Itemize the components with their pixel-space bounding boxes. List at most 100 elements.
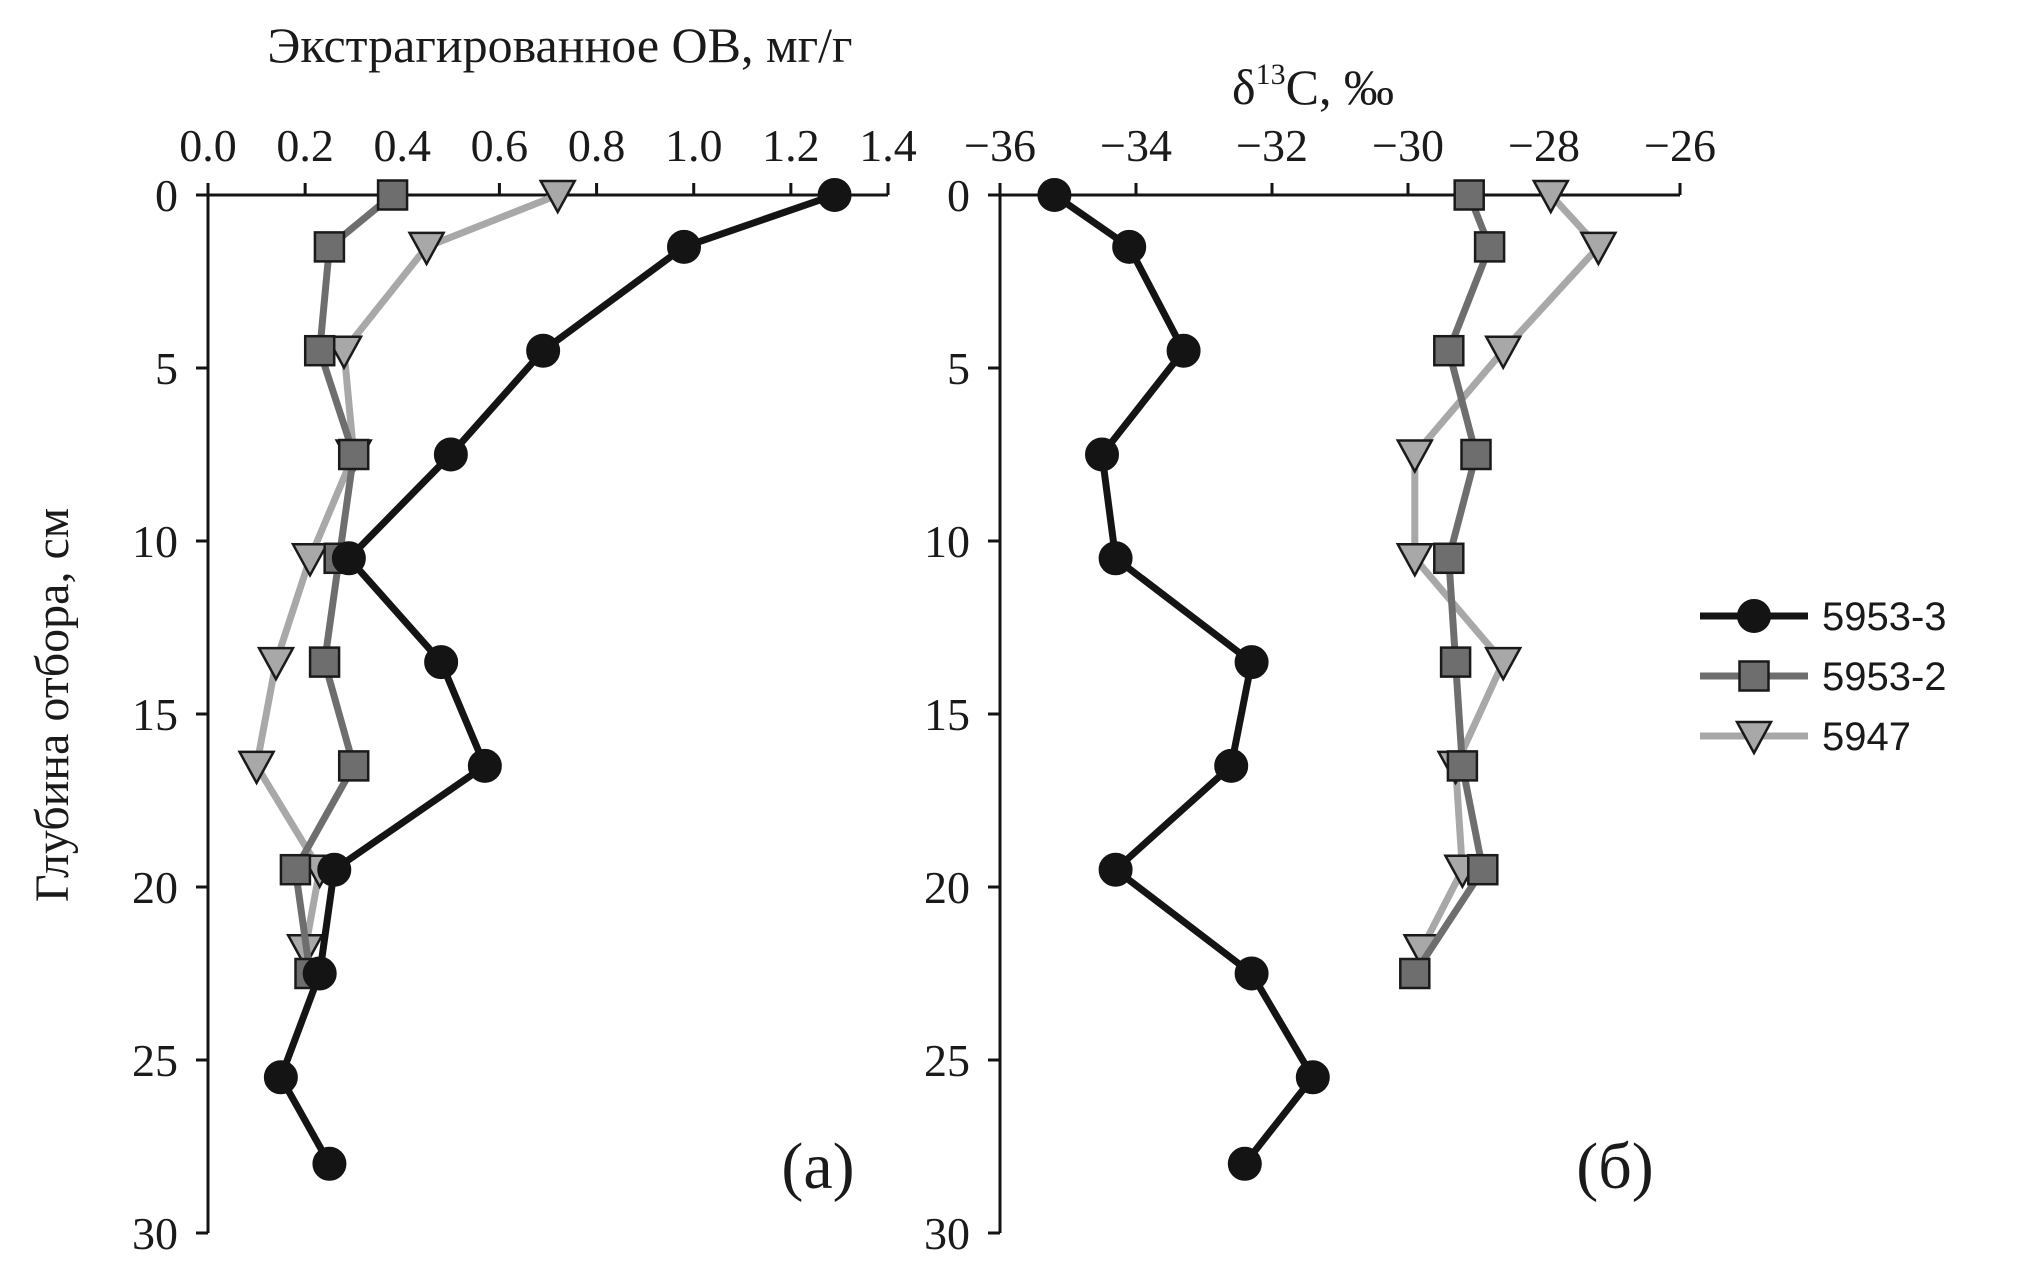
panel-a-x-tick-label: 0.4 xyxy=(374,120,432,171)
panel-b-data-point xyxy=(1037,178,1072,212)
legend-label: 5953-2 xyxy=(1822,655,1947,699)
panel-b-data-point xyxy=(1484,335,1523,371)
panel-a-y-tick-label: 5 xyxy=(155,343,178,394)
panel-b-x-tick-label: −36 xyxy=(964,120,1036,171)
panel-a-data-point xyxy=(256,646,296,682)
panel-b-y-tick-label: 20 xyxy=(924,862,970,913)
panel-b-data-point xyxy=(1453,179,1485,211)
panel-a-data-point xyxy=(337,438,370,471)
panel-a-data-point xyxy=(538,179,577,215)
panel-a-y-axis-title: Глубина отбора, см xyxy=(26,508,79,902)
panel-b-y-tick-label: 25 xyxy=(924,1035,970,1086)
panel-a-x-tick-label: 1.2 xyxy=(762,120,820,171)
panel-b-data-point xyxy=(1214,748,1249,783)
panel-a-series-line xyxy=(277,191,839,1168)
panel-a-data-point xyxy=(312,1146,347,1181)
panel-a-data-point xyxy=(317,852,352,887)
panel-a-y-tick-label: 15 xyxy=(132,689,178,740)
panel-b-data-point xyxy=(1098,852,1133,887)
panel-b-y-tick-label: 30 xyxy=(924,1208,970,1259)
panel-b-x-tick-label: −34 xyxy=(1100,120,1172,171)
panel-b-data-point xyxy=(1234,645,1269,680)
panel-b-data-point xyxy=(1234,956,1269,991)
panel-a-y-tick-label: 10 xyxy=(132,516,178,567)
panel-a-x-tick-label: 0.2 xyxy=(276,120,334,171)
panel-a-x-tick-label: 0.0 xyxy=(179,120,237,171)
panel-b-y-tick-label: 15 xyxy=(924,689,970,740)
panel-b-series-5953-2 xyxy=(1399,179,1506,990)
panel-a-data-point xyxy=(407,231,446,267)
panel-a-data-point xyxy=(303,334,336,367)
panel-b-x-tick-label: −32 xyxy=(1236,120,1308,171)
panel-a-x-axis-title: Экстрагированное ОВ, мг/г xyxy=(267,17,852,73)
panel-b-data-point xyxy=(1439,646,1472,678)
panel-a-data-point xyxy=(433,437,468,472)
panel-a-data-point xyxy=(424,645,459,680)
panel-a-data-point xyxy=(279,853,312,886)
panel-b: δ13C, ‰ (б) −36 −34 −32 −30 −28 −26 0 5 10 15 20 25… xyxy=(924,58,1716,1259)
panel-b-data-point xyxy=(1227,1146,1262,1181)
panel-b-data-point xyxy=(1112,229,1147,264)
panel-b-data-point xyxy=(1166,333,1201,368)
panel-b-data-point xyxy=(1395,543,1434,578)
legend-item: 5953-3 xyxy=(1700,595,1947,639)
panel-b-data-point xyxy=(1579,231,1618,267)
panel-b-data-point xyxy=(1433,542,1465,575)
panel-b-data-point xyxy=(1446,750,1479,782)
panel-b-x-tick-label: −26 xyxy=(1644,120,1716,171)
legend: 5953-3 5953-2 5947 xyxy=(1700,595,1947,759)
panel-a-series-line xyxy=(253,191,562,953)
legend-label: 5953-3 xyxy=(1822,595,1947,639)
panel-b-data-point xyxy=(1531,179,1570,215)
panel-a-label: (а) xyxy=(781,1130,854,1203)
panel-a-y-tick-label: 20 xyxy=(132,862,178,913)
panel-a: Экстрагированное ОВ, мг/г Глубина отбора… xyxy=(26,17,917,1259)
panel-a-data-point xyxy=(376,179,409,211)
legend-item: 5953-2 xyxy=(1700,655,1947,699)
panel-b-series-5947 xyxy=(1395,179,1618,969)
panel-a-data-point xyxy=(667,229,701,264)
panel-b-data-point xyxy=(1467,853,1499,886)
panel-a-data-point xyxy=(237,750,276,786)
panel-a-data-point xyxy=(337,750,370,782)
panel-a-data-point xyxy=(302,956,337,991)
panel-b-data-point xyxy=(1399,957,1431,990)
panel-b-series-5953-3 xyxy=(1037,178,1330,1181)
panel-b-data-point xyxy=(1098,541,1133,576)
legend-marker xyxy=(1734,720,1774,756)
panel-b-x-axis-title-prefix: δ xyxy=(1232,59,1256,115)
panel-b-y-tick-label: 5 xyxy=(947,343,970,394)
panel-b-data-point xyxy=(1433,334,1465,367)
legend-item: 5947 xyxy=(1700,715,1911,759)
panel-a-x-tick-label: 0.6 xyxy=(471,120,529,171)
legend-marker xyxy=(1737,599,1771,633)
panel-a-series-5953-3 xyxy=(263,178,852,1181)
panel-b-y-tick-label: 0 xyxy=(947,170,970,221)
panel-b-data-point xyxy=(1484,646,1523,682)
legend-label: 5947 xyxy=(1822,715,1911,759)
panel-b-data-point xyxy=(1085,437,1119,472)
panel-a-y-tick-label: 0 xyxy=(155,170,178,221)
legend-marker xyxy=(1738,660,1770,692)
panel-a-data-point xyxy=(467,748,502,783)
panel-b-x-axis-title: δ13C, ‰ xyxy=(1232,58,1394,115)
panel-a-y-tick-label: 25 xyxy=(132,1035,178,1086)
panel-a-series-5947 xyxy=(237,179,577,969)
panel-a-data-point xyxy=(313,231,346,263)
panel-b-x-axis-title-superscript: 13 xyxy=(1256,58,1286,91)
panel-a-data-point xyxy=(308,646,341,678)
panel-a-y-tick-label: 30 xyxy=(132,1208,178,1259)
panel-a-data-point xyxy=(817,178,852,212)
panel-b-data-point xyxy=(1460,438,1492,471)
panel-a-x-tick-label: 1.4 xyxy=(859,120,917,171)
panel-a-data-point xyxy=(526,333,561,368)
panel-b-x-tick-label: −28 xyxy=(1508,120,1580,171)
panel-b-x-axis-title-suffix: C, ‰ xyxy=(1286,59,1394,115)
panel-b-data-point xyxy=(1395,439,1434,475)
panel-b-y-tick-label: 10 xyxy=(924,516,970,567)
panel-b-data-point xyxy=(1473,231,1506,263)
panel-b-label: (б) xyxy=(1576,1130,1654,1203)
panel-a-x-tick-label: 0.8 xyxy=(568,120,626,171)
panel-a-data-point xyxy=(263,1060,298,1095)
